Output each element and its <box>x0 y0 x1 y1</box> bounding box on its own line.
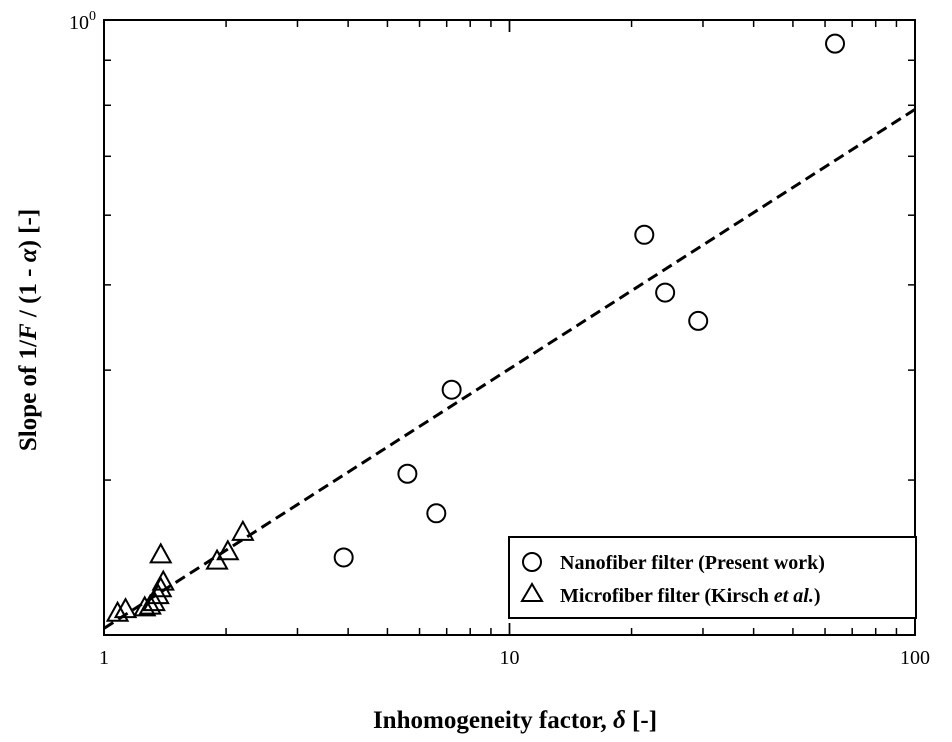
microfiber-point <box>216 539 240 561</box>
legend-label-nanofiber: Nanofiber filter (Present work) <box>560 552 825 574</box>
microfiber-point <box>231 519 255 541</box>
legend-label-microfiber-close: ) <box>814 585 821 607</box>
x-tick-label: 1 <box>99 647 109 669</box>
x-axis-title: Inhomogeneity factor, δ [-] <box>373 707 657 734</box>
nanofiber-point <box>397 463 418 484</box>
y-tick-label-exponent: 0 <box>89 9 96 24</box>
legend: Nanofiber filter (Present work) Microfib… <box>508 536 917 619</box>
nanofiber-point <box>688 310 709 331</box>
nanofiber-point <box>426 503 447 524</box>
y-axis-title-part-1: Slope of 1/ <box>15 339 42 451</box>
y-axis-title-part-4: α <box>15 247 42 262</box>
y-axis-ticks <box>104 19 915 636</box>
legend-triangle-marker <box>520 582 544 602</box>
microfiber-point <box>151 569 175 591</box>
legend-box <box>508 536 917 619</box>
microfiber-point <box>105 600 130 622</box>
nanofiber-point <box>441 379 462 400</box>
microfiber-point <box>149 576 173 598</box>
nanofiber-point <box>655 282 676 303</box>
y-axis-title-part-3: / (1 - <box>15 262 42 323</box>
legend-label-microfiber-text: Microfiber filter (Kirsch <box>560 585 774 607</box>
nanofiber-point <box>825 33 846 54</box>
x-axis-ticks <box>103 20 916 635</box>
y-tick-label-base: 10 <box>69 12 89 34</box>
data-points <box>105 33 846 622</box>
microfiber-point <box>138 593 162 615</box>
x-tick-label: 10 <box>500 647 520 669</box>
nanofiber-point <box>634 224 655 245</box>
x-axis-title-symbol: δ <box>613 707 626 734</box>
y-axis-title: Slope of 1/F / (1 - α) [-] <box>15 209 42 451</box>
y-tick-label: 100 <box>69 9 96 34</box>
y-axis-tick-labels: 100 <box>69 9 96 34</box>
x-tick-label: 100 <box>900 647 930 669</box>
x-axis-title-prefix: Inhomogeneity factor, <box>373 707 613 734</box>
microfiber-point <box>133 595 157 617</box>
nanofiber-point <box>333 547 354 568</box>
x-axis-title-suffix: [-] <box>626 707 657 734</box>
y-axis-title-part-2: F <box>15 323 42 341</box>
trendline <box>103 108 916 630</box>
microfiber-point <box>146 583 170 605</box>
legend-label-microfiber-italic: et al. <box>774 585 814 607</box>
microfiber-point <box>113 597 138 619</box>
y-axis-title-part-5: ) [-] <box>15 209 42 249</box>
legend-label-microfiber: Microfiber filter (Kirsch et al.) <box>560 585 821 607</box>
trendline-group <box>103 108 916 630</box>
microfiber-point <box>149 542 173 564</box>
x-axis-tick-labels: 1 10 100 <box>99 647 930 669</box>
legend-circle-marker <box>522 552 542 572</box>
